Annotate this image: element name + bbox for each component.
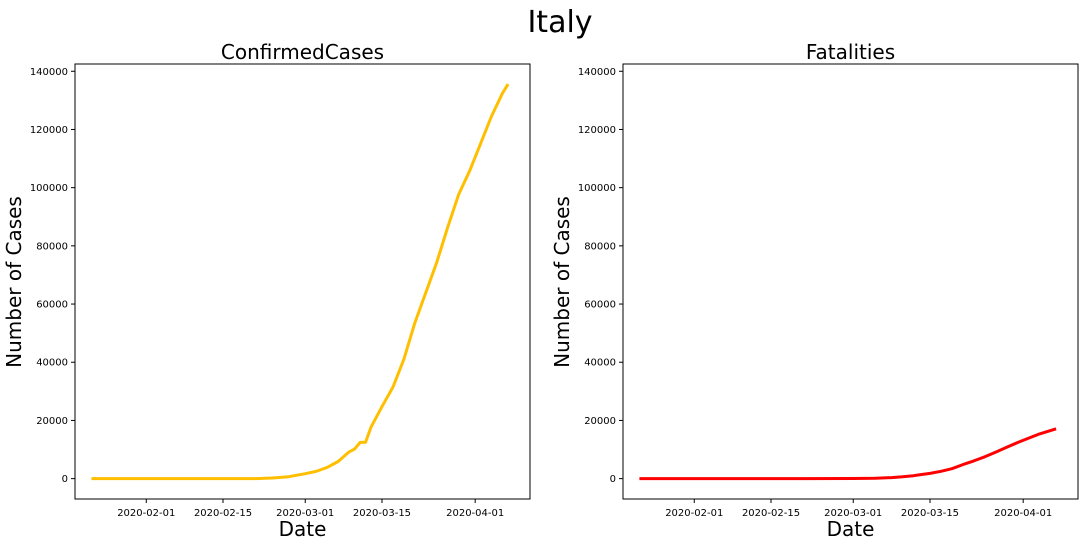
x-tick-label: 2020-03-15 (901, 508, 959, 519)
x-tick-label: 2020-02-01 (117, 508, 175, 519)
x-axis-label: Date (827, 517, 875, 541)
y-tick-label: 60000 (36, 300, 68, 311)
series-line (91, 83, 510, 481)
chart-title: ConfirmedCases (221, 40, 384, 64)
y-tick-label: 100000 (578, 183, 616, 194)
y-tick-label: 0 (62, 474, 68, 485)
plot-area-frame (622, 63, 1079, 500)
chart-fatalities: Fatalities Date Number of Cases 0 20000 40… (550, 40, 1079, 541)
x-tick-label: 2020-03-01 (824, 508, 882, 519)
y-tick-label: 0 (610, 474, 616, 485)
y-tick-label: 100000 (30, 183, 68, 194)
x-tick-label: 2020-02-15 (742, 508, 800, 519)
x-tick-label: 2020-02-01 (665, 508, 723, 519)
y-axis-label: Number of Cases (2, 196, 26, 368)
x-tick-label: 2020-03-15 (353, 508, 411, 519)
y-tick-label: 20000 (584, 416, 616, 427)
y-tick-label: 20000 (36, 416, 68, 427)
y-tick-label: 80000 (584, 241, 616, 252)
chart-confirmed-cases: ConfirmedCases Date Number of Cases 0 200… (2, 40, 531, 541)
y-tick-label: 140000 (30, 67, 68, 78)
y-tick-label: 40000 (36, 358, 68, 369)
x-tick-label: 2020-04-01 (994, 508, 1052, 519)
y-tick-label: 80000 (36, 241, 68, 252)
series-line (639, 427, 1057, 481)
x-tick-label: 2020-02-15 (194, 508, 252, 519)
y-tick-label: 120000 (30, 125, 68, 136)
chart-title: Fatalities (806, 40, 895, 64)
plot-area-frame (74, 63, 531, 500)
figure-title: Italy (527, 5, 592, 40)
y-tick-label: 40000 (584, 358, 616, 369)
y-tick-label: 120000 (578, 125, 616, 136)
x-tick-label: 2020-04-01 (446, 508, 504, 519)
y-tick-label: 140000 (578, 67, 616, 78)
y-axis-label: Number of Cases (550, 196, 574, 368)
x-tick-label: 2020-03-01 (276, 508, 334, 519)
x-axis-label: Date (279, 517, 327, 541)
y-tick-label: 60000 (584, 300, 616, 311)
